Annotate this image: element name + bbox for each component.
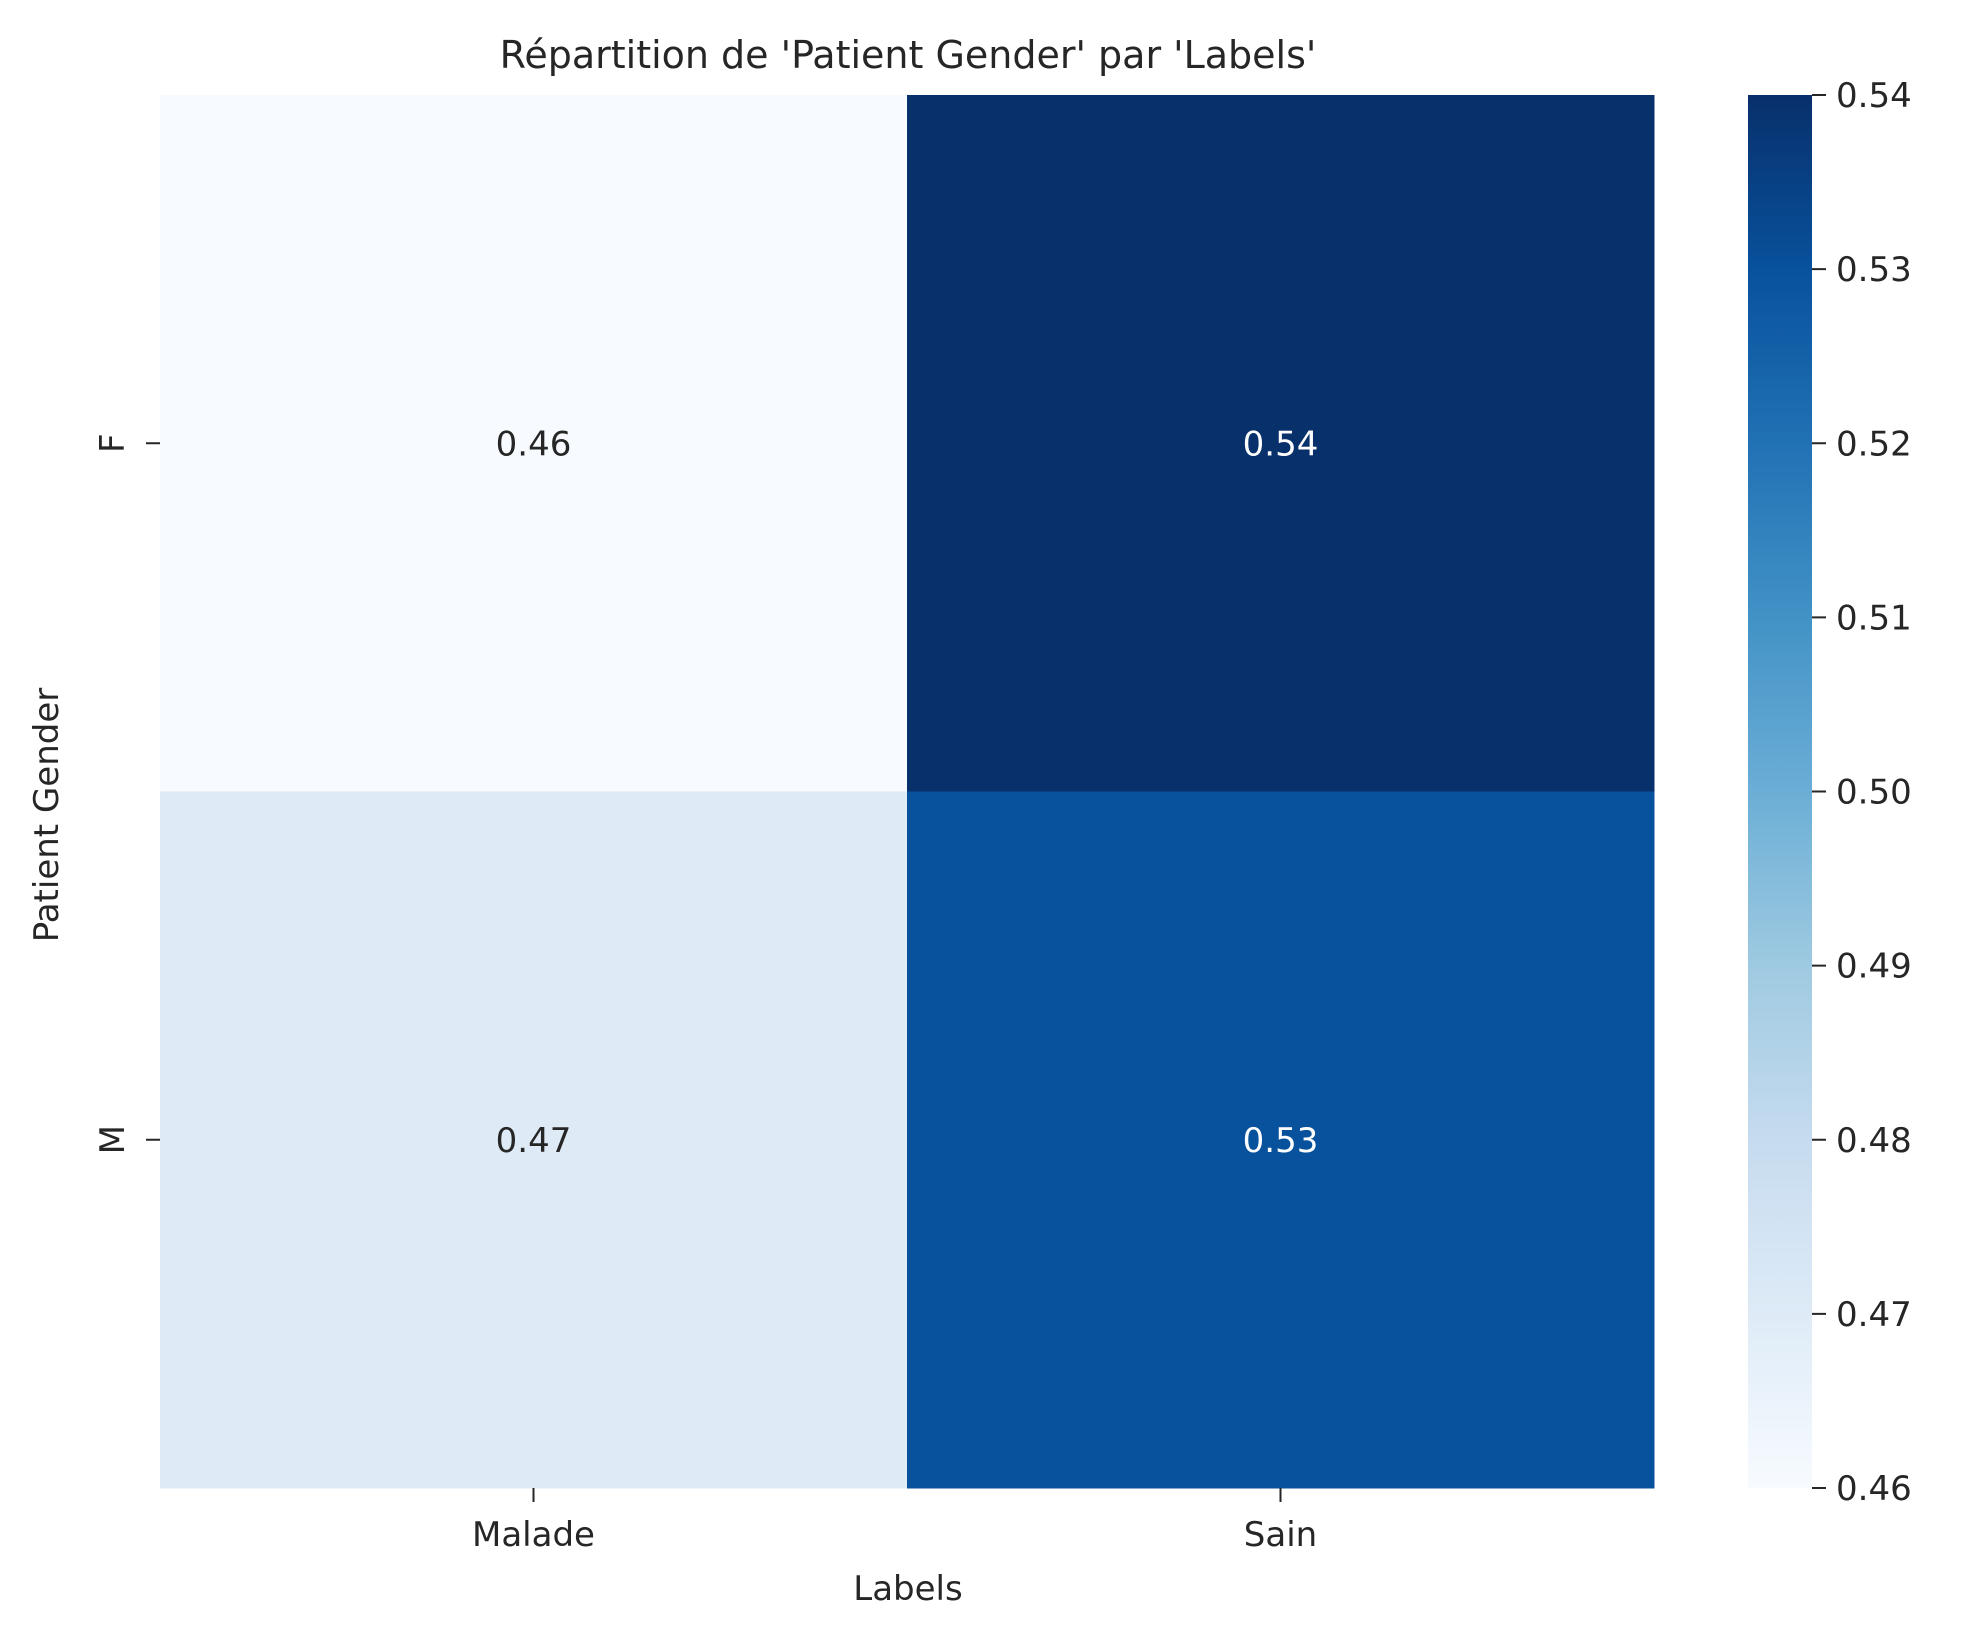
colorbar-tick-label: 0.48 [1836, 1121, 1912, 1161]
chart-title: Répartition de 'Patient Gender' par 'Lab… [500, 33, 1317, 77]
colorbar-tick-label: 0.53 [1836, 250, 1912, 290]
cell-value-label: 0.53 [1243, 1121, 1319, 1161]
colorbar-tick-label: 0.51 [1836, 598, 1912, 638]
x-tick-label: Sain [1244, 1515, 1317, 1555]
colorbar-tick-label: 0.46 [1836, 1469, 1912, 1509]
colorbar-axis: 0.46 0.47 0.48 0.49 0.50 0.51 0.52 0.53 0.54 [1812, 76, 1912, 1509]
heatmap-cell-labels: 0.46 0.54 0.47 0.53 [496, 424, 1319, 1161]
colorbar-tick-label: 0.47 [1836, 1295, 1912, 1335]
colorbar-tick-label: 0.52 [1836, 424, 1912, 464]
cell-value-label: 0.47 [496, 1121, 572, 1161]
heatmap-cells [160, 95, 1655, 1489]
cell-value-label: 0.54 [1243, 424, 1319, 464]
colorbar [1748, 95, 1812, 1488]
heatmap-cell-F-Malade [160, 95, 908, 792]
y-tick-label: F [93, 433, 133, 453]
y-tick-label: M [93, 1125, 133, 1154]
cell-value-label: 0.46 [496, 424, 572, 464]
heatmap-cell-M-Sain [907, 791, 1655, 1489]
y-axis-label: Patient Gender [27, 688, 67, 943]
x-axis: Malade Sain [472, 1488, 1317, 1555]
colorbar-tick-label: 0.49 [1836, 947, 1912, 987]
y-axis: FM [93, 433, 160, 1154]
colorbar-tick-label: 0.54 [1836, 76, 1912, 116]
x-axis-label: Labels [853, 1569, 962, 1609]
heatmap-cell-M-Malade [160, 791, 908, 1489]
x-tick-label: Malade [472, 1515, 595, 1555]
colorbar-tick-label: 0.50 [1836, 773, 1912, 813]
heatmap-cell-F-Sain [907, 95, 1655, 792]
